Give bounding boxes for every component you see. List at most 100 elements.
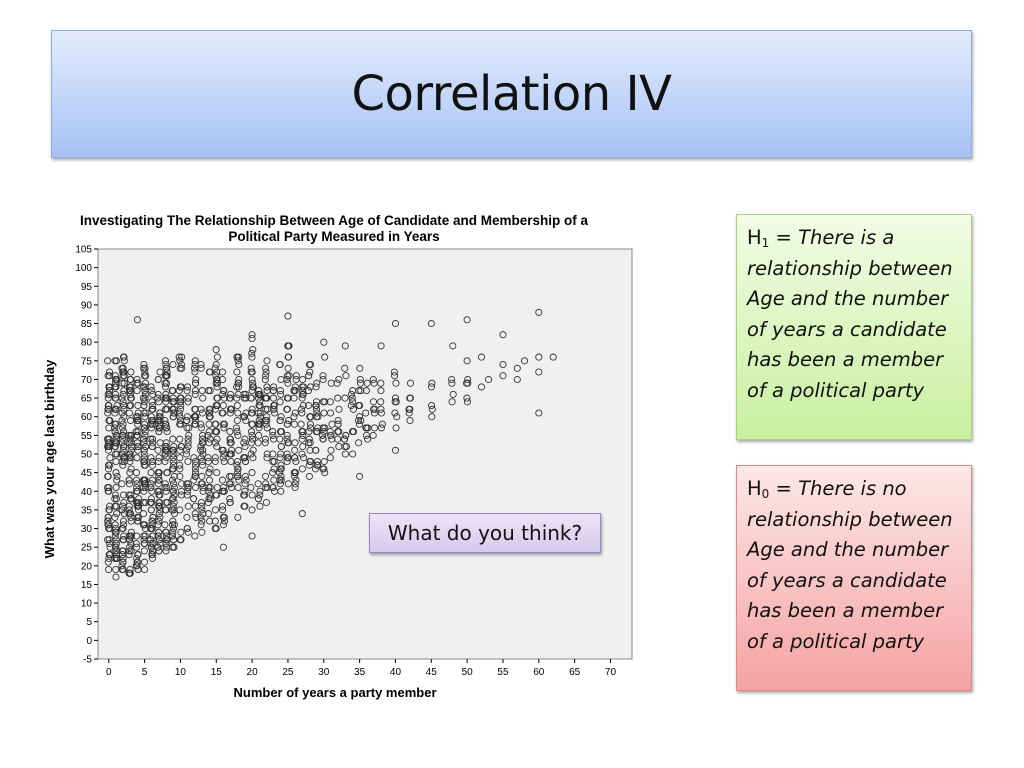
scatter-point xyxy=(377,387,385,395)
scatter-point xyxy=(184,435,192,443)
scatter-point xyxy=(133,316,141,324)
scatter-point xyxy=(156,368,164,376)
scatter-point xyxy=(355,420,363,428)
scatter-point xyxy=(148,387,156,395)
scatter-point xyxy=(213,435,221,443)
scatter-point xyxy=(261,439,269,447)
scatter-point xyxy=(155,476,163,484)
scatter-point xyxy=(393,413,401,421)
scatter-point xyxy=(177,528,185,536)
y-tick-label: 70 xyxy=(81,375,93,386)
scatter-point xyxy=(227,405,236,413)
y-tick-label: 20 xyxy=(81,561,93,572)
scatter-point xyxy=(169,487,177,495)
scatter-point xyxy=(248,405,256,413)
scatter-point xyxy=(140,547,148,555)
scatter-point xyxy=(141,483,149,492)
scatter-point xyxy=(113,476,121,484)
scatter-point xyxy=(105,565,113,574)
scatter-point xyxy=(127,547,135,555)
scatter-point xyxy=(477,353,486,361)
scatter-point xyxy=(392,379,400,387)
scatter-point xyxy=(297,405,306,413)
scatter-point xyxy=(197,513,205,521)
scatter-point xyxy=(182,416,190,425)
scatter-point xyxy=(298,435,306,443)
scatter-point xyxy=(169,360,177,369)
scatter-point xyxy=(364,435,372,443)
scatter-point xyxy=(147,435,155,443)
scatter-point xyxy=(119,368,128,376)
scatter-point xyxy=(118,435,126,443)
scatter-point xyxy=(133,513,141,521)
scatter-point xyxy=(205,368,213,376)
scatter-point xyxy=(234,379,242,387)
scatter-point xyxy=(133,543,141,551)
scatter-point xyxy=(161,383,169,391)
scatter-point xyxy=(190,454,198,462)
scatter-point xyxy=(233,416,241,425)
scatter-point xyxy=(291,469,299,477)
scatter-point xyxy=(125,476,133,484)
scatter-point xyxy=(254,439,262,447)
scatter-point xyxy=(213,383,221,391)
h1-equals: = xyxy=(769,226,799,249)
scatter-point xyxy=(156,409,164,417)
scatter-point xyxy=(349,450,357,458)
scatter-point xyxy=(213,394,222,402)
scatter-point xyxy=(133,387,141,395)
scatter-point xyxy=(147,383,155,391)
scatter-point xyxy=(163,372,171,380)
scatter-point xyxy=(133,480,141,488)
scatter-point xyxy=(154,502,163,510)
scatter-point xyxy=(233,368,241,376)
scatter-point xyxy=(155,517,163,525)
scatter-point xyxy=(270,401,278,410)
scatter-point xyxy=(256,401,264,410)
scatter-point xyxy=(212,524,220,533)
scatter-point xyxy=(106,454,114,462)
scatter-point xyxy=(126,565,134,574)
scatter-point xyxy=(111,491,119,499)
scatter-point xyxy=(262,368,270,376)
scatter-point xyxy=(213,375,221,384)
scatter-point xyxy=(163,469,171,477)
scatter-point xyxy=(104,446,113,454)
scatter-point xyxy=(155,454,163,462)
scatter-point xyxy=(354,416,363,425)
scatter-point xyxy=(256,398,264,406)
scatter-point xyxy=(335,428,343,436)
scatter-point xyxy=(449,390,457,398)
plot-area xyxy=(97,248,633,660)
scatter-point xyxy=(304,401,313,410)
scatter-point xyxy=(111,424,119,432)
scatter-point xyxy=(262,364,270,372)
scatter-point xyxy=(298,383,306,391)
scatter-point xyxy=(105,483,113,492)
scatter-point xyxy=(162,539,170,548)
scatter-point xyxy=(248,491,256,499)
scatter-point xyxy=(140,401,148,410)
scatter-point xyxy=(233,401,241,410)
scatter-point xyxy=(104,372,112,380)
scatter-point xyxy=(299,454,308,462)
scatter-point xyxy=(191,472,199,480)
scatter-point xyxy=(105,401,113,410)
scatter-point xyxy=(254,409,262,417)
scatter-point xyxy=(191,379,200,387)
scatter-point xyxy=(406,416,414,425)
scatter-point xyxy=(192,483,200,492)
scatter-point xyxy=(175,387,183,395)
scatter-point xyxy=(120,401,128,410)
scatter-point xyxy=(169,465,177,473)
scatter-point xyxy=(213,469,221,477)
scatter-point xyxy=(133,379,141,387)
scatter-point xyxy=(119,565,127,574)
scatter-point xyxy=(183,524,191,533)
scatter-point xyxy=(125,510,133,518)
scatter-point xyxy=(177,401,185,410)
scatter-point xyxy=(199,487,207,495)
scatter-point xyxy=(211,364,219,372)
scatter-point xyxy=(141,368,149,376)
scatter-point xyxy=(391,319,400,328)
